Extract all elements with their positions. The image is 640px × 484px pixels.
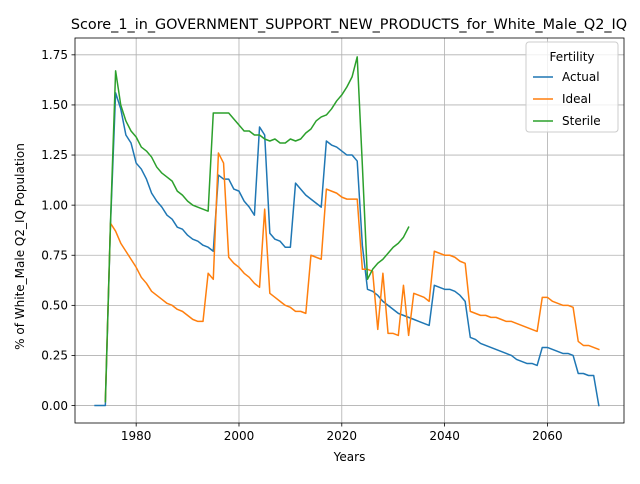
x-tick-label: 2000 (224, 429, 255, 443)
legend-label-ideal: Ideal (562, 92, 591, 106)
y-tick-label: 1.75 (41, 48, 68, 62)
y-axis-label: % of White_Male Q2_IQ Population (13, 143, 27, 350)
y-tick-label: 0.50 (41, 299, 68, 313)
plot-area-frame (74, 37, 625, 424)
legend-box (525, 41, 619, 133)
legend-entries: Actual Ideal Sterile (533, 70, 601, 128)
y-tick-label: 0.75 (41, 248, 68, 262)
series-line-actual (94, 92, 600, 407)
y-tick-label: 0.25 (41, 349, 68, 363)
y-tick-label: 1.25 (41, 148, 68, 162)
x-tick-label: 1980 (121, 429, 152, 443)
series-line-ideal (104, 152, 600, 403)
x-tick-label: 2020 (327, 429, 358, 443)
y-tick-label: 0.00 (41, 399, 68, 413)
y-tick-label: 1.50 (41, 98, 68, 112)
y-tick-label: 1.00 (41, 198, 68, 212)
legend-title: Fertility (549, 50, 594, 64)
legend-label-sterile: Sterile (562, 114, 601, 128)
axis-ticks: 1980 2000 2020 2040 2060 0.00 0.25 0.50 0.75 1.00… (41, 48, 562, 443)
x-axis-label: Years (333, 450, 366, 464)
series-line-sterile (104, 56, 410, 403)
legend-label-actual: Actual (562, 70, 600, 84)
legend: Fertility Actual Ideal Sterile (525, 41, 619, 133)
x-tick-label: 2040 (429, 429, 460, 443)
chart-title: Score_1_in_GOVERNMENT_SUPPORT_NEW_PRODUC… (71, 17, 627, 33)
x-tick-label: 2060 (532, 429, 563, 443)
series-lines (94, 56, 600, 407)
